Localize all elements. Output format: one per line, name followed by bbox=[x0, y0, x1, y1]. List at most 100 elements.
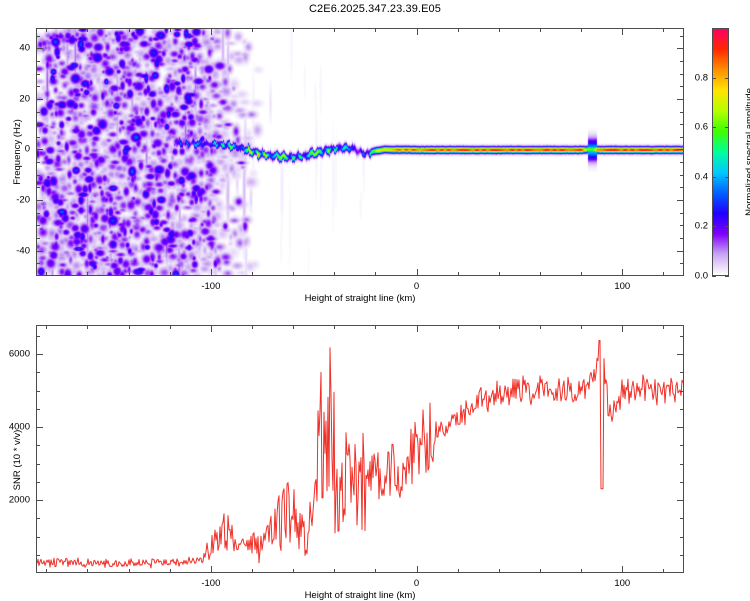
colorbar-tick-label: 0.0 bbox=[694, 270, 708, 282]
tick-major-y bbox=[677, 500, 684, 502]
colorbar-tick bbox=[725, 127, 729, 129]
xtick-label: 100 bbox=[614, 281, 631, 292]
tick-major-x bbox=[622, 566, 624, 573]
colorbar-gradient bbox=[712, 28, 729, 276]
xtick-label: 100 bbox=[614, 578, 631, 589]
tick-major-x bbox=[210, 28, 212, 35]
tick-major-x bbox=[622, 269, 624, 276]
tick-major-x bbox=[210, 566, 212, 573]
tick-major-y bbox=[36, 48, 43, 50]
tick-minor-x bbox=[375, 325, 377, 329]
colorbar-tick bbox=[725, 77, 729, 79]
tick-minor-y bbox=[680, 238, 684, 240]
tick-minor-x bbox=[498, 272, 500, 276]
xtick-label: 0 bbox=[413, 281, 420, 292]
tick-major-y bbox=[677, 427, 684, 429]
tick-minor-y bbox=[680, 554, 684, 556]
tick-minor-y bbox=[36, 60, 40, 62]
tick-minor-x bbox=[252, 28, 253, 32]
tick-minor-x bbox=[169, 272, 171, 276]
snr-xlabel: Height of straight line (km) bbox=[304, 590, 416, 601]
tick-major-y bbox=[677, 149, 684, 151]
tick-minor-y bbox=[680, 187, 684, 189]
tick-minor-y bbox=[36, 212, 40, 214]
spectrogram-xlabel: Height of straight line (km) bbox=[304, 293, 416, 304]
ytick-label: 6000 bbox=[8, 348, 30, 360]
tick-major-x bbox=[416, 269, 418, 276]
tick-major-x bbox=[210, 269, 212, 276]
tick-minor-x bbox=[128, 272, 130, 276]
colorbar-tick bbox=[712, 127, 716, 129]
tick-minor-x bbox=[252, 325, 253, 329]
tick-minor-x bbox=[498, 325, 500, 329]
tick-minor-y bbox=[36, 372, 40, 374]
colorbar-tick bbox=[712, 77, 716, 79]
snr-line-svg bbox=[37, 340, 683, 569]
tick-minor-y bbox=[36, 124, 40, 126]
ytick-label: 2000 bbox=[8, 494, 30, 506]
tick-minor-x bbox=[293, 28, 295, 32]
tick-minor-y bbox=[36, 335, 40, 337]
tick-minor-x bbox=[334, 28, 336, 32]
colorbar-tick-label: 0.6 bbox=[694, 121, 708, 133]
tick-minor-x bbox=[663, 28, 665, 32]
tick-minor-x bbox=[46, 28, 48, 32]
tick-minor-y bbox=[36, 518, 40, 520]
tick-minor-x bbox=[457, 325, 459, 329]
xtick-label: -100 bbox=[201, 578, 221, 589]
tick-major-y bbox=[677, 48, 684, 50]
tick-minor-x bbox=[334, 325, 336, 329]
tick-minor-y bbox=[36, 35, 40, 37]
colorbar-tick-label: 0.4 bbox=[694, 171, 708, 183]
tick-minor-x bbox=[128, 28, 130, 32]
tick-minor-x bbox=[540, 28, 541, 32]
tick-major-y bbox=[36, 200, 43, 202]
tick-minor-x bbox=[663, 272, 665, 276]
tick-minor-y bbox=[36, 73, 40, 75]
tick-minor-y bbox=[680, 518, 684, 520]
tick-minor-y bbox=[680, 111, 684, 113]
colorbar-tick bbox=[712, 176, 716, 178]
tick-minor-y bbox=[680, 463, 684, 465]
tick-minor-y bbox=[36, 390, 40, 392]
tick-minor-x bbox=[581, 569, 583, 573]
xtick-label: 0 bbox=[413, 578, 420, 589]
tick-minor-y bbox=[36, 408, 40, 410]
tick-major-y bbox=[36, 149, 43, 151]
tick-minor-x bbox=[540, 569, 541, 573]
colorbar-tick-label: 0.2 bbox=[694, 220, 708, 232]
colorbar-label: Normalized spectral amplitude bbox=[744, 88, 750, 216]
ytick-label: 40 bbox=[19, 42, 30, 54]
tick-minor-y bbox=[680, 35, 684, 37]
tick-minor-y bbox=[680, 481, 684, 483]
tick-minor-x bbox=[540, 272, 541, 276]
spectrogram-ylabel: Frequency (Hz) bbox=[12, 119, 23, 185]
colorbar bbox=[712, 28, 729, 276]
tick-minor-x bbox=[540, 325, 541, 329]
tick-minor-x bbox=[375, 272, 377, 276]
colorbar-tick bbox=[712, 226, 716, 228]
tick-major-y bbox=[677, 200, 684, 202]
tick-major-y bbox=[677, 250, 684, 252]
tick-minor-y bbox=[680, 136, 684, 138]
tick-minor-x bbox=[87, 569, 89, 573]
tick-minor-x bbox=[252, 272, 253, 276]
tick-minor-y bbox=[36, 238, 40, 240]
tick-minor-x bbox=[581, 28, 583, 32]
tick-minor-y bbox=[36, 174, 40, 176]
tick-minor-x bbox=[128, 569, 130, 573]
tick-major-y bbox=[36, 500, 43, 502]
tick-minor-y bbox=[680, 174, 684, 176]
colorbar-tick bbox=[725, 176, 729, 178]
tick-minor-x bbox=[375, 28, 377, 32]
tick-minor-y bbox=[36, 225, 40, 227]
tick-minor-x bbox=[457, 272, 459, 276]
colorbar-tick bbox=[712, 276, 716, 277]
colorbar-tick bbox=[725, 276, 729, 277]
tick-minor-x bbox=[87, 28, 89, 32]
ytick-label: 20 bbox=[19, 93, 30, 105]
tick-minor-x bbox=[46, 569, 48, 573]
tick-minor-y bbox=[36, 445, 40, 447]
tick-minor-y bbox=[680, 60, 684, 62]
tick-major-x bbox=[416, 566, 418, 573]
